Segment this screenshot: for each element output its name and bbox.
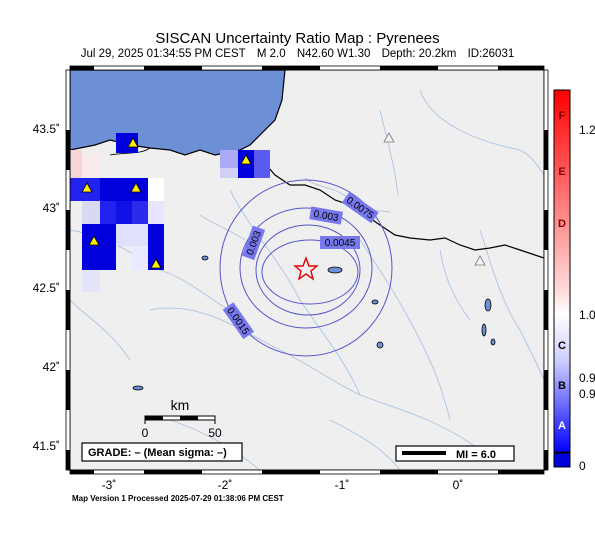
scale-unit: km xyxy=(171,397,190,413)
triangle-icon xyxy=(81,182,93,193)
map-frame xyxy=(65,65,549,475)
grade-box: GRADE: – (Mean sigma: –) xyxy=(81,442,243,462)
map-subtitle: Jul 29, 2025 01:34:55 PM CEST M 2.0 N42.… xyxy=(0,48,595,60)
scale-tick: 50 xyxy=(208,426,222,440)
star-icon xyxy=(293,256,319,281)
colorbar-letter: D xyxy=(558,218,566,230)
lat-tick: 42˚ xyxy=(43,360,60,374)
lat-tick: 43.5˚ xyxy=(33,122,60,136)
triangle-icon xyxy=(127,137,139,148)
mi-text: MI = 6.0 xyxy=(456,449,496,461)
map-title: SISCAN Uncertainty Ratio Map : Pyrenees xyxy=(155,30,440,47)
scale-bar: km 0 50 xyxy=(142,397,222,440)
scale-tick: 0 xyxy=(142,426,149,440)
contours xyxy=(219,179,393,357)
colorbar-value: 0.9 xyxy=(579,387,595,401)
lon-tick: 0˚ xyxy=(453,478,464,492)
event-location: N42.60 W1.30 xyxy=(296,48,371,60)
lon-tick: -2˚ xyxy=(218,478,233,492)
colorbar-letter: F xyxy=(559,110,566,122)
colorbar-letter: E xyxy=(558,166,565,178)
lon-tick: -3˚ xyxy=(102,478,117,492)
contour-label: 0.0045 xyxy=(325,238,356,249)
colorbar: F E D C B A 1.2 1.0 0.9 0.9 0 xyxy=(553,89,595,473)
lat-tick: 42.5˚ xyxy=(33,281,60,295)
event-magnitude: M 2.0 xyxy=(256,48,286,60)
event-depth: Depth: 20.2km xyxy=(381,48,457,60)
lat-tick: 41.5˚ xyxy=(33,439,60,453)
sea xyxy=(70,70,286,156)
triangle-icon xyxy=(240,154,252,165)
colorbar-letter: C xyxy=(558,340,566,352)
triangle-icon xyxy=(383,132,395,143)
event-datetime: Jul 29, 2025 01:34:55 PM CEST xyxy=(80,48,246,60)
triangle-icon xyxy=(474,255,486,266)
colorbar-letter: B xyxy=(558,380,566,392)
station-markers xyxy=(81,132,486,269)
triangle-icon xyxy=(130,182,142,193)
contour-label: 0.003 xyxy=(313,209,340,224)
lakes xyxy=(132,255,496,391)
lat-axis: 43.5˚ 43˚ 42.5˚ 42˚ 41.5˚ xyxy=(33,122,60,453)
colorbar-value: 0.9 xyxy=(579,371,595,385)
lon-axis: -3˚ -2˚ -1˚ 0˚ xyxy=(102,478,464,492)
lat-tick: 43˚ xyxy=(43,201,60,215)
map-area: 0.0075 0.003 0.0045 0.003 0.0015 xyxy=(70,70,544,470)
colorbar-value: 1.2 xyxy=(579,123,595,137)
event-id: ID:26031 xyxy=(467,48,515,60)
colorbar-value: 1.0 xyxy=(579,308,595,322)
lon-tick: -1˚ xyxy=(335,478,350,492)
triangle-icon xyxy=(88,235,100,246)
mi-legend: MI = 6.0 xyxy=(395,445,515,462)
processing-footer: Map Version 1 Processed 2025-07-29 01:38… xyxy=(72,494,284,503)
colorbar-value: 0 xyxy=(579,459,586,473)
colorbar-letter: A xyxy=(558,420,566,432)
triangle-icon xyxy=(150,258,162,269)
border-line xyxy=(261,159,544,259)
grade-text: GRADE: – (Mean sigma: –) xyxy=(88,447,227,459)
